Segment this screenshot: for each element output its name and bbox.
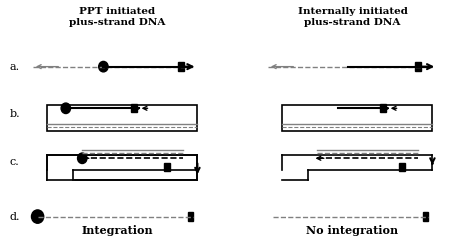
Ellipse shape (61, 103, 70, 114)
Ellipse shape (78, 153, 87, 164)
Ellipse shape (99, 61, 108, 72)
Text: PPT initiated
plus-strand DNA: PPT initiated plus-strand DNA (69, 7, 166, 27)
Bar (399, 163, 405, 171)
Bar (188, 212, 193, 221)
Text: d.: d. (9, 212, 20, 222)
Bar (164, 163, 170, 171)
Bar (47, 105, 197, 131)
Bar (47, 170, 73, 180)
Bar (47, 155, 197, 180)
Bar (282, 105, 432, 131)
Bar (423, 212, 428, 221)
Bar (131, 104, 137, 112)
Text: a.: a. (9, 62, 20, 72)
Text: Integration: Integration (82, 225, 153, 236)
Bar (380, 104, 386, 112)
Text: Internally initiated
plus-strand DNA: Internally initiated plus-strand DNA (298, 7, 407, 27)
Ellipse shape (31, 210, 44, 223)
Text: b.: b. (9, 109, 20, 119)
Bar (415, 62, 421, 71)
Bar (178, 62, 184, 71)
Text: No integration: No integration (306, 225, 399, 236)
Text: c.: c. (9, 157, 19, 167)
